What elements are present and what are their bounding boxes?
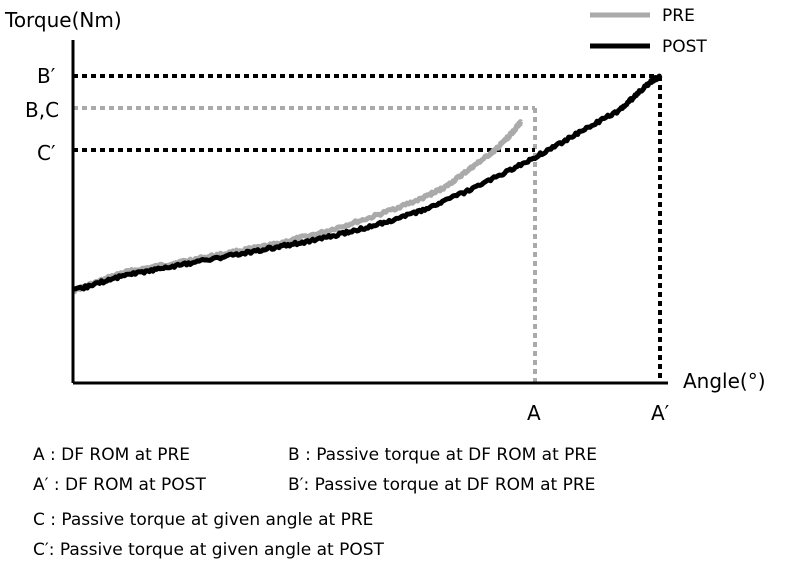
y-axis-title: Torque(Nm) [4, 8, 122, 32]
note-b: B : Passive torque at DF ROM at PRE [288, 445, 597, 465]
x-axis-title: Angle(°) [683, 369, 766, 393]
y-tick-label-b-prime: B′ [37, 64, 56, 88]
note-b-prime: B′: Passive torque at DF ROM at PRE [288, 475, 596, 495]
series-line-pre [72, 119, 523, 295]
y-tick-label-bc: B,C [25, 98, 59, 122]
note-c-prime: C′: Passive torque at given angle at POS… [33, 540, 384, 560]
y-tick-label-c-prime: C′ [37, 141, 56, 165]
x-tick-label-a: A [527, 401, 541, 425]
note-a-prime: A′ : DF ROM at POST [33, 475, 206, 495]
note-a: A : DF ROM at PRE [33, 445, 190, 465]
legend-label-pre: PRE [662, 6, 695, 26]
x-tick-label-a-prime: A′ [651, 401, 670, 425]
legend-label-post: POST [662, 37, 707, 57]
series-line-post [72, 73, 663, 292]
note-c: C : Passive torque at given angle at PRE [33, 510, 374, 530]
